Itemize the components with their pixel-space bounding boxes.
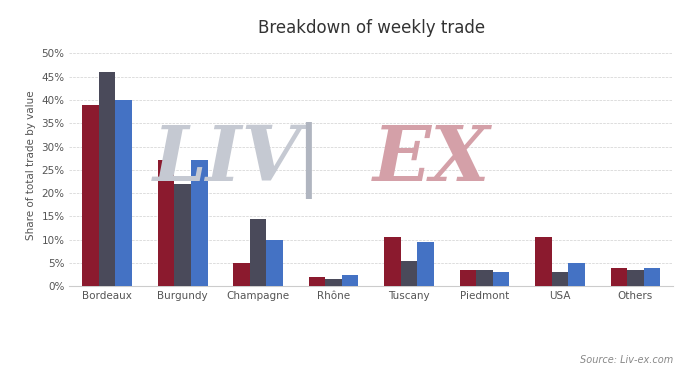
Bar [82,105,99,286]
Bar [644,268,661,286]
Bar [493,272,509,286]
Bar [250,219,266,286]
Bar [611,268,627,286]
Bar [266,240,283,286]
Text: EX: EX [373,123,491,197]
Bar [115,100,132,286]
Title: Breakdown of weekly trade: Breakdown of weekly trade [257,19,485,37]
Bar [476,270,493,286]
Bar [99,72,115,286]
Text: Source: Liv-ex.com: Source: Liv-ex.com [580,355,673,365]
Bar [568,263,585,286]
Bar [342,275,359,286]
Bar [233,263,250,286]
Bar [174,184,191,286]
Bar [309,277,325,286]
Text: |: | [295,122,321,199]
Bar [325,279,342,286]
Bar [158,160,174,286]
Text: LIV: LIV [153,123,302,197]
Y-axis label: Share of total trade by value: Share of total trade by value [26,90,36,240]
Bar [535,237,552,286]
Bar [384,237,400,286]
Bar [459,270,476,286]
Bar [627,270,644,286]
Bar [417,242,434,286]
Bar [191,160,208,286]
Bar [552,272,568,286]
Bar [400,261,417,286]
